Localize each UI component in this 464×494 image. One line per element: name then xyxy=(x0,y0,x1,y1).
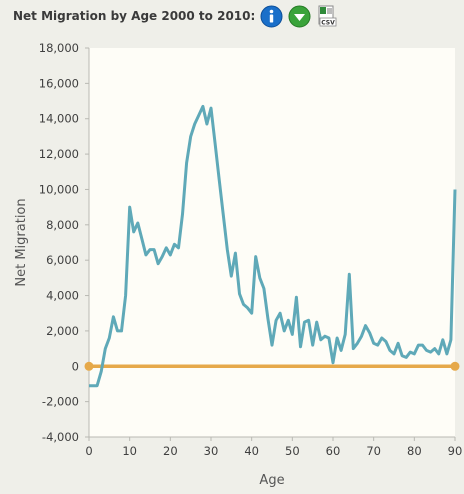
x-tick-label: 70 xyxy=(366,444,381,458)
chart-title: Net Migration by Age 2000 to 2010: xyxy=(13,9,256,23)
y-tick-label: 6,000 xyxy=(46,253,79,267)
y-tick-label: 10,000 xyxy=(39,182,79,196)
y-tick-label: 8,000 xyxy=(46,218,79,232)
zero-line-start-marker xyxy=(84,361,94,371)
y-tick-label: 12,000 xyxy=(39,147,79,161)
y-tick-label: 4,000 xyxy=(46,289,79,303)
x-tick-label: 50 xyxy=(285,444,300,458)
download-icon[interactable] xyxy=(288,5,311,28)
y-tick-label: 16,000 xyxy=(39,76,79,90)
y-tick-label: 2,000 xyxy=(46,324,79,338)
y-tick-label: 18,000 xyxy=(39,41,79,55)
plot-area xyxy=(89,48,455,437)
x-tick-label: 0 xyxy=(85,444,92,458)
net-migration-chart: 18,000 16,000 14,000 12,000 10,000 8,000 6,000… xyxy=(14,41,462,488)
info-icon[interactable] xyxy=(260,5,283,28)
chart-header: Net Migration by Age 2000 to 2010: CSV xyxy=(0,0,464,32)
x-tick-label: 90 xyxy=(448,444,463,458)
csv-icon[interactable]: CSV xyxy=(316,5,338,27)
x-axis-title: Age xyxy=(259,473,284,488)
x-tick-label: 60 xyxy=(326,444,341,458)
zero-line-end-marker xyxy=(450,361,460,371)
x-tick-label: 20 xyxy=(163,444,178,458)
x-tick-label: 10 xyxy=(122,444,137,458)
y-tick-label: -2,000 xyxy=(42,395,79,409)
csv-icon-label: CSV xyxy=(322,20,336,27)
x-tick-label: 80 xyxy=(407,444,422,458)
y-axis-ticks: 18,000 16,000 14,000 12,000 10,000 8,000 6,000… xyxy=(39,41,89,444)
x-tick-label: 40 xyxy=(244,444,259,458)
x-axis-ticks: 0 10 20 30 40 50 60 70 80 90 xyxy=(85,437,462,458)
y-axis-title: Net Migration xyxy=(14,198,29,286)
x-tick-label: 30 xyxy=(204,444,219,458)
y-tick-label: 14,000 xyxy=(39,112,79,126)
series-line xyxy=(89,104,457,388)
series-group xyxy=(89,104,457,388)
zero-reference-line xyxy=(84,361,460,371)
y-tick-label: 0 xyxy=(72,359,79,373)
y-tick-label: -4,000 xyxy=(42,430,79,444)
